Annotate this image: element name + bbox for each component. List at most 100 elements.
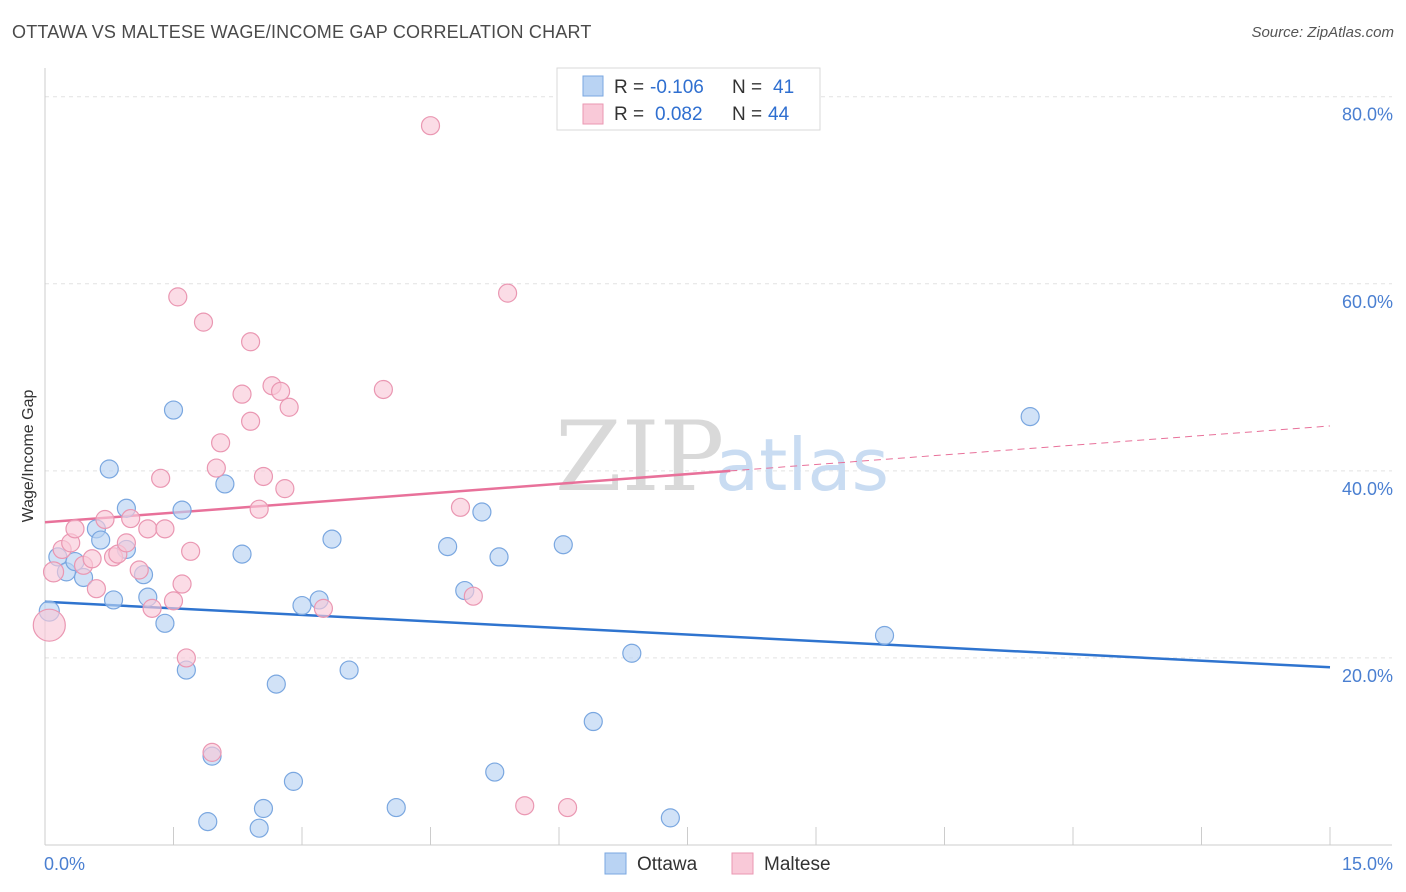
maltese-point — [193, 312, 214, 332]
ottawa-point — [91, 530, 111, 550]
ottawa-point — [322, 529, 342, 549]
maltese-point — [232, 384, 252, 404]
ottawa-n-value: 41 — [773, 77, 794, 98]
y-axis-label: Wage/Income Gap — [20, 390, 37, 523]
maltese-point — [515, 796, 535, 816]
ottawa-legend-swatch — [582, 75, 604, 97]
ottawa-point — [103, 590, 124, 610]
maltese-point — [373, 379, 393, 400]
ottawa-point — [283, 771, 304, 791]
maltese-point — [151, 468, 171, 488]
maltese-point — [86, 579, 107, 599]
ottawa-point — [198, 812, 218, 832]
source-label: Source: ZipAtlas.com — [1251, 24, 1394, 41]
ottawa-point — [485, 762, 505, 782]
maltese-point — [270, 381, 291, 401]
maltese-point — [420, 116, 441, 136]
watermark-zip: ZIP — [555, 401, 724, 513]
ottawa-point — [163, 400, 184, 420]
maltese-series-swatch — [731, 852, 754, 875]
ottawa-series-swatch — [604, 852, 627, 875]
ottawa-point — [292, 595, 312, 616]
maltese-point — [463, 586, 483, 606]
grid-lines — [45, 96, 1392, 659]
maltese-series-label: Maltese — [764, 854, 831, 875]
ottawa-point — [266, 674, 286, 694]
ottawa-point — [583, 711, 603, 732]
maltese-point — [95, 509, 115, 530]
ottawa-point — [172, 500, 192, 520]
y-tick-label: 40.0% — [1342, 479, 1393, 499]
maltese-point — [249, 499, 269, 519]
maltese-point — [82, 549, 102, 569]
ottawa-series-label: Ottawa — [637, 854, 698, 875]
maltese-point — [168, 287, 188, 307]
data-points — [32, 116, 1040, 838]
ottawa-point — [622, 643, 642, 663]
series-legend: Ottawa Maltese — [604, 852, 831, 875]
y-tick-labels: 20.0% 40.0% 60.0% 80.0% — [1342, 105, 1393, 686]
ottawa-point — [155, 613, 175, 633]
x-tick-label: 15.0% — [1342, 854, 1393, 874]
ottawa-n-label: N = — [732, 77, 762, 98]
maltese-point — [42, 561, 65, 583]
maltese-trend-line — [44, 469, 731, 524]
maltese-point — [163, 591, 184, 611]
maltese-point — [450, 497, 471, 517]
ottawa-point — [874, 625, 895, 646]
ottawa-point — [553, 535, 573, 555]
maltese-point — [557, 797, 578, 818]
trend-lines — [44, 425, 1331, 669]
maltese-n-value: 44 — [768, 104, 790, 125]
maltese-r-label: R = — [614, 104, 644, 125]
ottawa-point — [339, 660, 359, 680]
maltese-point — [116, 533, 136, 553]
ottawa-point — [660, 808, 680, 828]
ottawa-point — [489, 547, 509, 567]
ottawa-point — [472, 502, 492, 522]
maltese-point — [498, 283, 518, 303]
maltese-point — [211, 433, 231, 453]
maltese-point — [206, 458, 226, 478]
maltese-point — [142, 598, 162, 618]
ottawa-point — [438, 537, 458, 557]
stats-legend: R = -0.106 N = 41 R = 0.082 N = 44 — [556, 67, 821, 131]
maltese-point — [241, 332, 261, 352]
ottawa-trend-line — [44, 600, 1331, 669]
maltese-r-value: 0.082 — [655, 104, 703, 125]
ottawa-point — [232, 544, 252, 564]
maltese-point — [241, 411, 261, 431]
maltese-point — [32, 608, 66, 642]
chart-title: OTTAWA VS MALTESE WAGE/INCOME GAP CORREL… — [12, 22, 592, 42]
y-tick-label: 60.0% — [1342, 292, 1393, 312]
ottawa-point — [215, 474, 235, 494]
x-tick-labels: 0.0% 15.0% — [44, 854, 1393, 874]
maltese-point — [279, 397, 299, 417]
maltese-point — [121, 508, 141, 529]
watermark-atlas: atlas — [715, 423, 889, 507]
ottawa-point — [253, 798, 274, 819]
maltese-point — [65, 519, 85, 539]
maltese-point — [202, 742, 222, 762]
ottawa-point — [249, 818, 269, 838]
maltese-legend-swatch — [582, 103, 604, 125]
x-tick-label: 0.0% — [44, 854, 85, 874]
maltese-point — [129, 560, 149, 580]
maltese-n-label: N = — [732, 104, 762, 125]
maltese-point — [176, 648, 196, 668]
ottawa-point — [99, 459, 119, 479]
maltese-point — [155, 519, 175, 539]
ottawa-point — [1020, 407, 1040, 427]
maltese-point — [181, 541, 201, 561]
axes — [44, 68, 1392, 846]
maltese-trend-line-extrapolated — [730, 425, 1331, 472]
maltese-point — [313, 598, 334, 618]
y-tick-label: 80.0% — [1342, 105, 1393, 125]
maltese-point — [172, 574, 192, 594]
y-tick-label: 20.0% — [1342, 666, 1393, 686]
ottawa-r-label: R = — [614, 77, 644, 98]
maltese-point — [275, 479, 295, 499]
ottawa-point — [386, 797, 406, 818]
maltese-point — [253, 466, 274, 487]
